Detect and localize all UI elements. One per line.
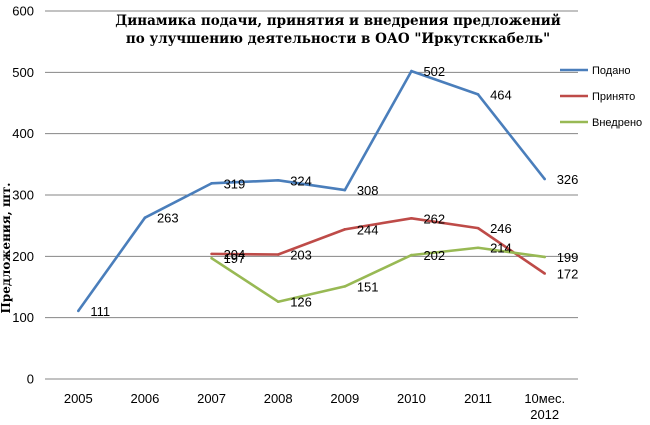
series-line-2 [211,217,546,275]
data-label: 203 [290,247,312,262]
data-point [543,255,546,259]
data-point [410,253,413,257]
chart-title-line-2: по улучшению деятельности в ОАО "Иркутск… [126,31,550,47]
x-tick-label: 2007 [197,391,226,406]
y-axis-ticks: 0 100 200 300 400 500 600 [12,4,34,387]
data-label: 319 [224,176,246,191]
legend-label-2: Принято [592,91,635,103]
data-label: 263 [157,211,179,226]
x-axis-ticks: 2005 2006 2007 2008 2009 2010 2011 10мес. 2012 [64,391,565,422]
x-tick-label: 10мес. 2012 [524,391,565,422]
data-point [476,93,480,96]
data-point [476,246,480,250]
y-tick-label: 100 [12,310,34,325]
data-point [343,285,347,288]
data-point [410,69,413,73]
data-label: 324 [290,173,312,188]
y-tick-label: 0 [27,372,34,387]
x-tick-label: 2008 [264,391,293,406]
data-label: 197 [224,251,246,266]
data-label: 262 [423,211,445,226]
data-point [276,300,280,304]
data-point [343,188,347,192]
y-tick-label: 300 [12,188,34,203]
data-label: 246 [490,221,512,236]
data-point [210,256,213,260]
y-tick-label: 600 [12,4,34,19]
series-line-1 [77,69,546,312]
data-labels: 111 263 319 324 308 502 464 326 204 203 244 262 246 1… [90,64,578,319]
data-label: 244 [357,222,379,237]
legend-label-3: Внедрено [592,117,642,129]
x-tick-label: 2009 [330,391,359,406]
data-label: 126 [290,295,312,310]
data-point [276,253,280,256]
legend-label-1: Подано [592,65,631,77]
data-label: 199 [557,250,579,265]
data-point [410,217,413,220]
data-point [476,226,480,230]
data-label: 502 [423,64,445,79]
data-label: 151 [357,279,379,294]
series-line-3 [210,246,545,304]
legend: Подано Принято Внедрено [560,65,642,129]
data-label: 111 [90,304,110,319]
data-label: 326 [557,172,579,187]
chart-title-line-1: Динамика подачи, принятия и внедрения пр… [115,13,560,29]
chart-title: Динамика подачи, принятия и внедрения пр… [115,13,560,47]
data-point [143,216,147,219]
data-label: 204 [224,247,246,262]
data-point [543,272,546,275]
x-tick-label: 2011 [464,391,492,406]
y-tick-label: 400 [12,126,34,141]
y-tick-label: 200 [12,249,34,264]
x-tick-label: 2005 [64,391,93,406]
data-label: 308 [357,183,379,198]
data-label: 464 [490,87,512,102]
data-point [343,228,347,231]
data-point [210,252,213,256]
data-point [77,309,80,313]
data-label: 202 [423,248,445,263]
y-axis-label: Предложения, шт. [0,183,13,314]
data-point [543,177,546,181]
data-label: 172 [557,267,579,282]
y-tick-label: 500 [12,65,34,80]
x-tick-label: 2006 [130,391,159,406]
series-lines [77,69,546,313]
x-tick-label: 2010 [397,391,426,406]
data-point [276,178,280,182]
data-point [210,182,213,185]
gridlines [45,10,578,319]
data-label: 214 [490,241,512,256]
